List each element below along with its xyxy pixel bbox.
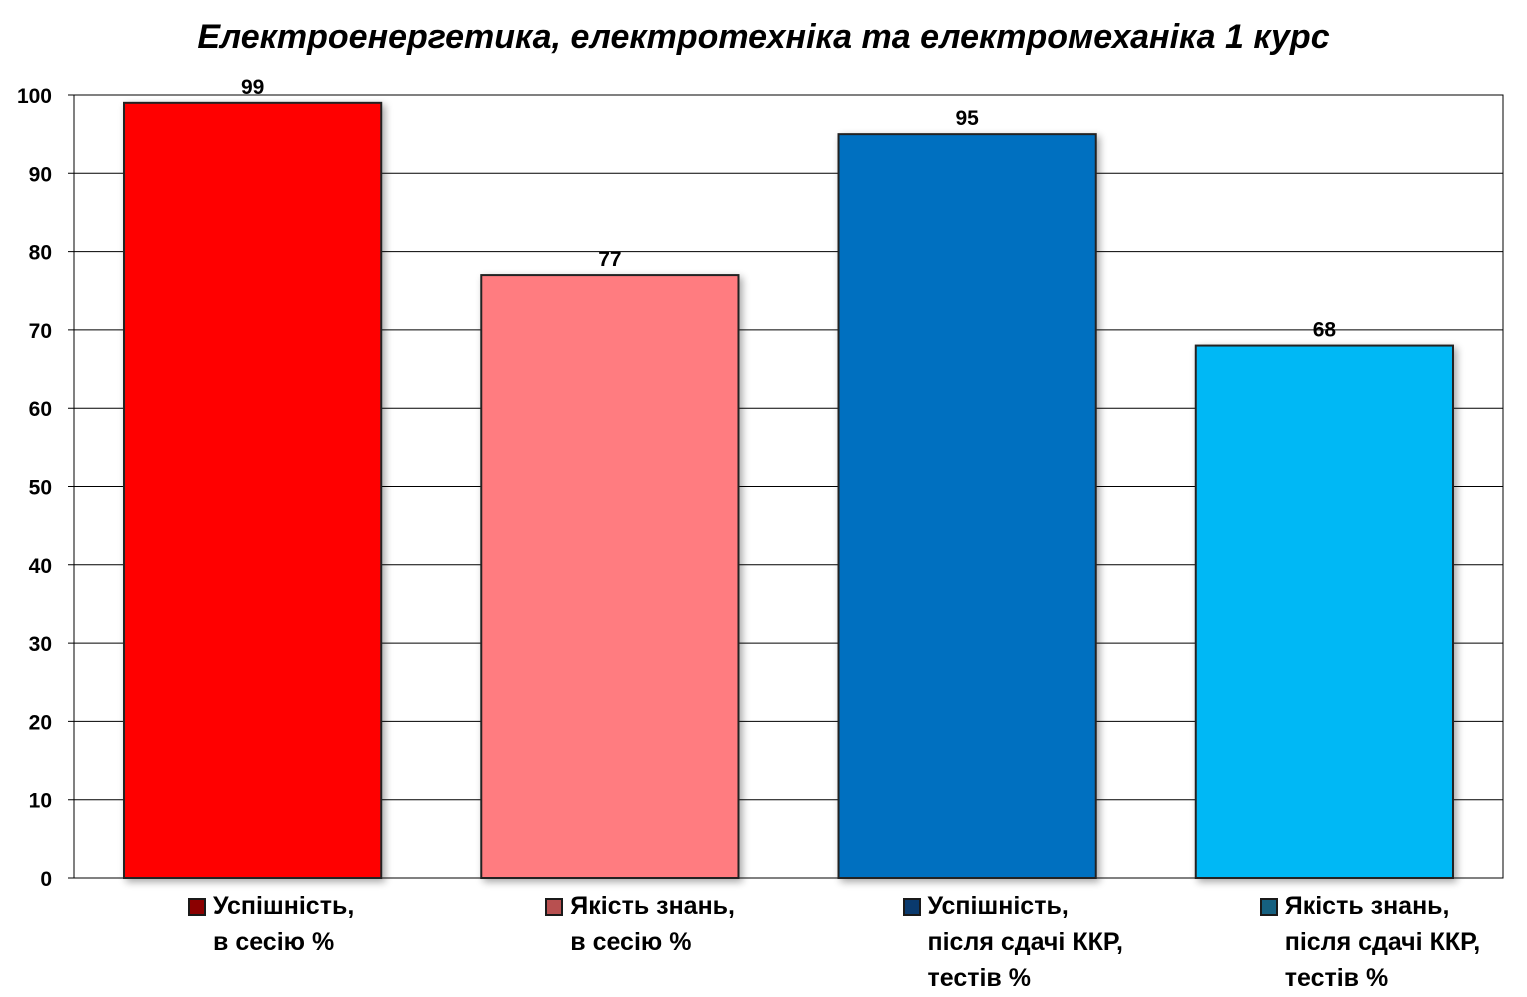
legend-label: Успішність, в сесію % (213, 892, 355, 956)
legend-swatch (545, 898, 564, 916)
data-label: 68 (1313, 319, 1337, 342)
y-tick-label: 0 (40, 868, 52, 891)
y-tick-label: 100 (17, 85, 52, 108)
bar (1194, 344, 1454, 879)
y-tick-label: 40 (29, 555, 52, 578)
y-tick-label: 80 (29, 242, 52, 265)
data-label: 99 (241, 76, 264, 99)
y-tick-label: 30 (29, 633, 52, 656)
y-tick-label: 70 (29, 320, 52, 343)
y-tick-label: 20 (29, 711, 52, 734)
bar (837, 133, 1097, 879)
bar (480, 274, 740, 879)
legend-item: Успішність, в сесію % (188, 888, 354, 960)
chart-title: Електроенергетика, електротехніка та еле… (197, 18, 1330, 56)
y-tick-label: 90 (29, 163, 52, 186)
y-tick-label: 60 (29, 398, 52, 421)
legend-item: Якість знань, після сдачі ККР, тестів % (1259, 888, 1481, 996)
legend-label: Якість знань, після сдачі ККР, тестів % (1284, 892, 1481, 992)
data-label: 95 (955, 107, 979, 130)
bar (123, 101, 383, 879)
legend-item: Успішність, після сдачі ККР, тестів % (902, 888, 1124, 996)
legend-swatch (902, 898, 921, 916)
legend-label: Успішність, після сдачі ККР, тестів % (927, 892, 1124, 992)
legend-swatch (1259, 898, 1278, 916)
data-label: 77 (598, 248, 621, 271)
y-tick-label: 50 (29, 477, 52, 500)
y-tick-label: 10 (29, 790, 52, 813)
legend-label: Якість знань, в сесію % (570, 892, 735, 956)
legend-swatch (188, 898, 206, 916)
legend-item: Якість знань, в сесію % (545, 888, 735, 960)
